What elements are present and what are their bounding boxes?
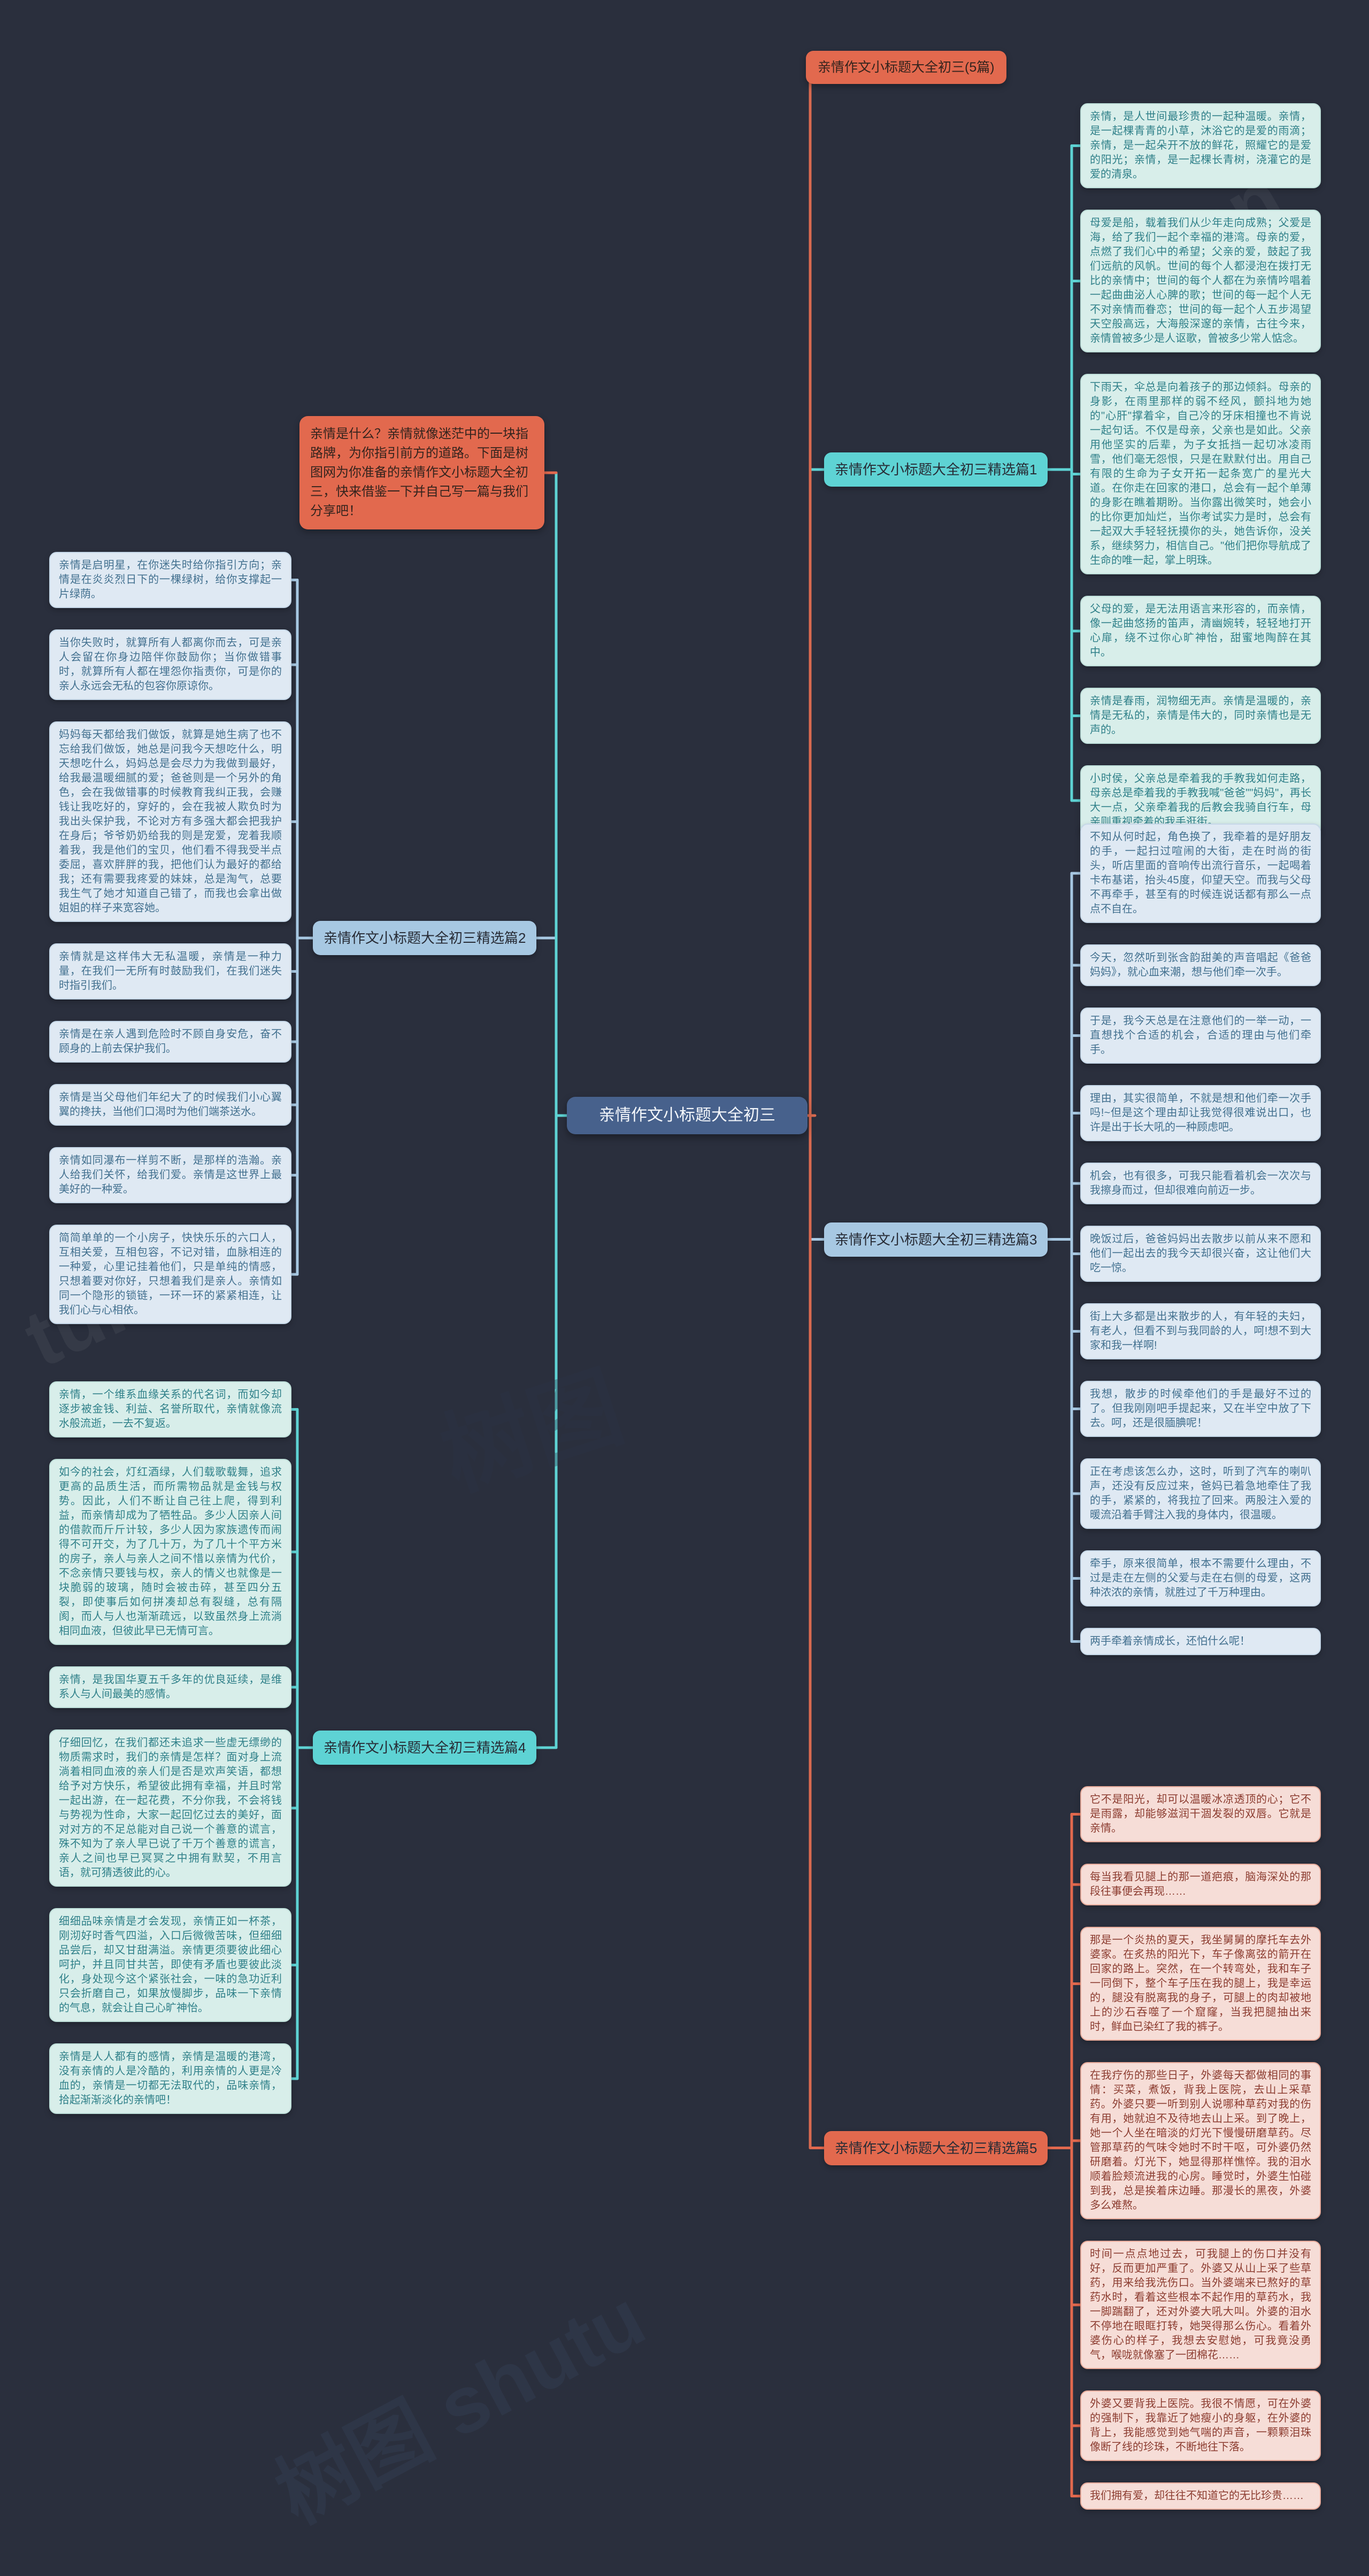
leaf-note[interactable]: 如今的社会，灯红酒绿，人们载歌载舞，追求更高的品质生活，而所需物品就是金钱与权势… <box>49 1459 291 1645</box>
leaf-note[interactable]: 街上大多都是出来散步的人，有年轻的夫妇，有老人，但看不到与我同龄的人，呵!想不到… <box>1080 1303 1321 1359</box>
branch-label-3[interactable]: 亲情作文小标题大全初三精选篇3 <box>824 1222 1048 1257</box>
leaf-note[interactable]: 当你失败时，就算所有人都离你而去，可是亲人会留在你身边陪伴你鼓励你；当你做错事时… <box>49 629 291 700</box>
intro-note-node[interactable]: 亲情是什么？亲情就像迷茫中的一块指路牌，为你指引前方的道路。下面是树图网为你准备… <box>299 416 544 529</box>
leaf-note[interactable]: 于是，我今天总是在注意他们的一举一动，一直想找个合适的机会，合适的理由与他们牵手… <box>1080 1008 1321 1064</box>
leaf-note[interactable]: 时间一点点地过去，可我腿上的伤口并没有好，反而更加严重了。外婆又从山上采了些草药… <box>1080 2241 1321 2369</box>
leaf-note[interactable]: 我想，散步的时候牵他们的手是最好不过的了。但我刚刚吧手提起来，又在半空中放了下去… <box>1080 1381 1321 1437</box>
branch-label-4[interactable]: 亲情作文小标题大全初三精选篇4 <box>313 1731 537 1765</box>
leaf-note[interactable]: 今天，忽然听到张含韵甜美的声音唱起《爸爸妈妈》，就心血来潮，想与他们牵一次手。 <box>1080 944 1321 986</box>
leaf-note[interactable]: 正在考虑该怎么办，这时，听到了汽车的喇叭声，还没有反应过来，爸妈已着急地牵住了我… <box>1080 1458 1321 1529</box>
branch-label-1[interactable]: 亲情作文小标题大全初三精选篇1 <box>824 452 1048 487</box>
leaf-note[interactable]: 亲情是人人都有的感情，亲情是温暖的港湾，没有亲情的人是冷酷的，利用亲情的人更是冷… <box>49 2043 291 2114</box>
leaf-note[interactable]: 父母的爱，是无法用语言来形容的，而亲情，像一起曲悠扬的笛声，清幽婉转，轻轻地打开… <box>1080 596 1321 666</box>
branch-group-2: 亲情是启明星，在你迷失时给你指引方向；亲情是在炎炎烈日下的一棵绿树，给你支撑起一… <box>49 552 291 1324</box>
root-title-node[interactable]: 亲情作文小标题大全初三(5篇) <box>806 51 1006 84</box>
leaf-note[interactable]: 晚饭过后，爸爸妈妈出去散步以前从来不愿和他们一起出去的我今天却很兴奋，这让他们大… <box>1080 1226 1321 1282</box>
branch-group-3: 不知从何时起，角色换了，我牵着的是好朋友的手，一起扫过喧闹的大街，走在时尚的街头… <box>1080 824 1321 1655</box>
central-topic-node[interactable]: 亲情作文小标题大全初三 <box>567 1097 807 1134</box>
leaf-note[interactable]: 在我疗伤的那些日子，外婆每天都做相同的事情：买菜，煮饭，背我上医院，去山上采草药… <box>1080 2062 1321 2219</box>
leaf-note[interactable]: 简简单单的一个小房子，快快乐乐的六口人，互相关爱，互相包容，不记对错，血脉相连的… <box>49 1225 291 1324</box>
leaf-note[interactable]: 亲情就是这样伟大无私温暖，亲情是一种力量，在我们一无所有时鼓励我们，在我们迷失时… <box>49 943 291 999</box>
leaf-note[interactable]: 亲情，是我国华夏五千多年的优良延续，是维系人与人间最美的感情。 <box>49 1666 291 1708</box>
leaf-note[interactable]: 理由，其实很简单，不就是想和他们牵一次手吗!~但是这个理由却让我觉得很难说出口，… <box>1080 1085 1321 1141</box>
leaf-note[interactable]: 机会，也有很多，可我只能看着机会一次次与我擦身而过，但却很难向前迈一步。 <box>1080 1163 1321 1204</box>
leaf-note[interactable]: 下雨天，伞总是向着孩子的那边倾斜。母亲的身影，在雨里那样的弱不经风，颤抖地为她的… <box>1080 374 1321 574</box>
leaf-note[interactable]: 外婆又要背我上医院。我很不情愿，可在外婆的强制下，我靠近了她瘦小的身躯，在外婆的… <box>1080 2390 1321 2461</box>
leaf-note[interactable]: 它不是阳光，却可以温暖冰凉透顶的心；它不是雨露，却能够滋润干涸发裂的双唇。它就是… <box>1080 1786 1321 1842</box>
branch-group-5: 它不是阳光，却可以温暖冰凉透顶的心；它不是雨露，却能够滋润干涸发裂的双唇。它就是… <box>1080 1786 1321 2510</box>
leaf-note[interactable]: 亲情是春雨，润物细无声。亲情是温暖的，亲情是无私的，亲情是伟大的，同时亲情也是无… <box>1080 688 1321 744</box>
leaf-note[interactable]: 亲情，一个维系血缘关系的代名词，而如今却逐步被金钱、利益、名誉所取代，亲情就像流… <box>49 1381 291 1437</box>
leaf-note[interactable]: 牵手，原来很简单，根本不需要什么理由，不过是走在左侧的父爱与走在右侧的母爱，这两… <box>1080 1550 1321 1606</box>
leaf-note[interactable]: 那是一个炎热的夏天，我坐舅舅的摩托车去外婆家。在炙热的阳光下，车子像离弦的箭开在… <box>1080 1927 1321 2041</box>
leaf-note[interactable]: 亲情如同瀑布一样剪不断，是那样的浩瀚。亲人给我们关怀，给我们爱。亲情是这世界上最… <box>49 1147 291 1203</box>
leaf-note[interactable]: 仔细回忆，在我们都还未追求一些虚无缥缈的物质需求时，我们的亲情是怎样？面对身上流… <box>49 1729 291 1887</box>
leaf-note[interactable]: 不知从何时起，角色换了，我牵着的是好朋友的手，一起扫过喧闹的大街，走在时尚的街头… <box>1080 824 1321 923</box>
branch-label-5[interactable]: 亲情作文小标题大全初三精选篇5 <box>824 2131 1048 2165</box>
leaf-note[interactable]: 我们拥有爱，却往往不知道它的无比珍贵…… <box>1080 2482 1321 2510</box>
leaf-note[interactable]: 亲情，是人世间最珍贵的一起种温暖。亲情，是一起棵青青的小草，沐浴它的是爱的雨滴；… <box>1080 103 1321 188</box>
leaf-note[interactable]: 妈妈每天都给我们做饭，就算是她生病了也不忘给我们做饭，她总是问我今天想吃什么，明… <box>49 721 291 922</box>
leaf-note[interactable]: 亲情是在亲人遇到危险时不顾自身安危，奋不顾身的上前去保护我们。 <box>49 1021 291 1063</box>
leaf-note[interactable]: 两手牵着亲情成长，还怕什么呢！ <box>1080 1628 1321 1655</box>
leaf-note[interactable]: 细细品味亲情是才会发现，亲情正如一杯茶，刚沏好时香气四溢，入口后微微苦味，但细细… <box>49 1908 291 2022</box>
leaf-note[interactable]: 每当我看见腿上的那一道疤痕，脑海深处的那段往事便会再现…… <box>1080 1864 1321 1905</box>
branch-group-1: 亲情，是人世间最珍贵的一起种温暖。亲情，是一起棵青青的小草，沐浴它的是爱的雨滴；… <box>1080 103 1321 836</box>
branch-label-2[interactable]: 亲情作文小标题大全初三精选篇2 <box>313 921 537 955</box>
leaf-note[interactable]: 亲情是启明星，在你迷失时给你指引方向；亲情是在炎炎烈日下的一棵绿树，给你支撑起一… <box>49 552 291 608</box>
branch-group-4: 亲情，一个维系血缘关系的代名词，而如今却逐步被金钱、利益、名誉所取代，亲情就像流… <box>49 1381 291 2114</box>
leaf-note[interactable]: 亲情是当父母他们年纪大了的时候我们小心翼翼的搀扶，当他们口渴时为他们端茶送水。 <box>49 1084 291 1126</box>
leaf-note[interactable]: 母爱是船，载着我们从少年走向成熟；父爱是海，给了我们一起个幸福的港湾。母亲的爱，… <box>1080 210 1321 352</box>
